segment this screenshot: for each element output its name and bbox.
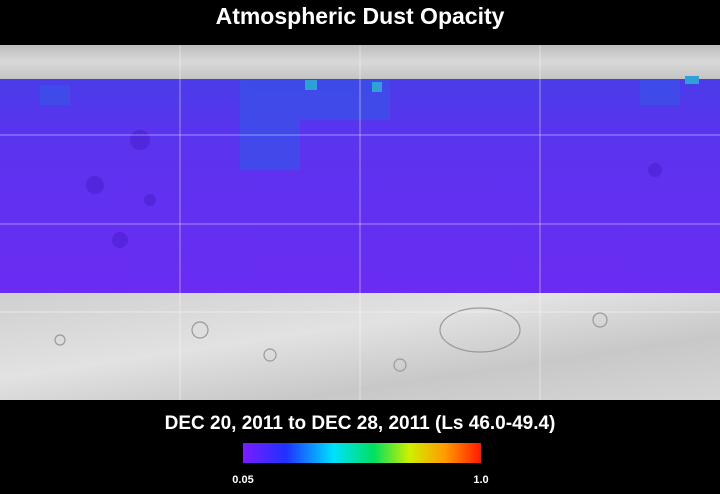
terrain-north bbox=[0, 45, 720, 79]
colorbar-max-label: 1.0 bbox=[473, 474, 488, 486]
dust-highlights bbox=[305, 76, 699, 92]
title: Atmospheric Dust Opacity bbox=[216, 3, 505, 29]
map bbox=[0, 45, 720, 400]
colorbar-min-label: 0.05 bbox=[232, 474, 253, 486]
dust-patches bbox=[40, 80, 680, 170]
date-range: DEC 20, 2011 to DEC 28, 2011 (Ls 46.0-49… bbox=[165, 413, 556, 434]
craters bbox=[54, 307, 608, 372]
terrain-south bbox=[0, 293, 720, 400]
volcanoes bbox=[86, 130, 662, 248]
graticule bbox=[0, 45, 720, 400]
colorbar bbox=[243, 443, 481, 463]
